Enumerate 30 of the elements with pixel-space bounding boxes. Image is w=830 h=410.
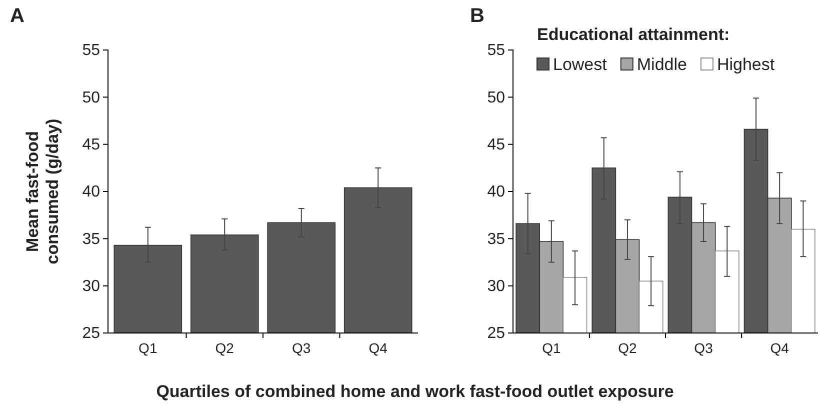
x-axis-title: Quartiles of combined home and work fast-food outlet exposure: [156, 382, 674, 401]
legend-label: Lowest: [553, 55, 608, 74]
y-tick-label: 50: [487, 89, 506, 106]
y-tick-label: 45: [487, 136, 506, 154]
x-tick-label: Q2: [215, 340, 234, 356]
y-tick-label: 30: [487, 278, 506, 295]
y-tick-label: 25: [82, 325, 100, 342]
y-tick-label: 35: [82, 230, 100, 248]
x-tick-label: Q3: [694, 340, 714, 356]
y-tick-label: 55: [487, 42, 506, 60]
y-axis-title: Mean fast-food consumed (g/day): [23, 118, 62, 264]
x-tick-label: Q1: [542, 340, 561, 356]
y-tick-label: 35: [487, 230, 506, 248]
y-tick-label: 30: [82, 278, 100, 295]
x-tick-label: Q2: [618, 340, 638, 356]
y-tick-label: 40: [82, 184, 100, 201]
x-tick-label: Q1: [138, 340, 158, 356]
y-tick-label: 55: [82, 42, 100, 60]
x-tick-label: Q4: [368, 340, 388, 356]
legend-label: Highest: [716, 55, 775, 74]
legend-title: Educational attainment:: [537, 25, 730, 44]
x-tick-label: Q4: [770, 340, 790, 356]
chart-title: B: [470, 5, 484, 27]
y-tick-label: 40: [487, 184, 506, 201]
chart-title: A: [10, 5, 24, 27]
y-tick-label: 25: [487, 325, 506, 342]
y-tick-label: 45: [82, 136, 100, 154]
y-tick-label: 50: [82, 89, 100, 106]
legend-label: Middle: [636, 55, 687, 74]
x-tick-label: Q3: [292, 340, 311, 356]
